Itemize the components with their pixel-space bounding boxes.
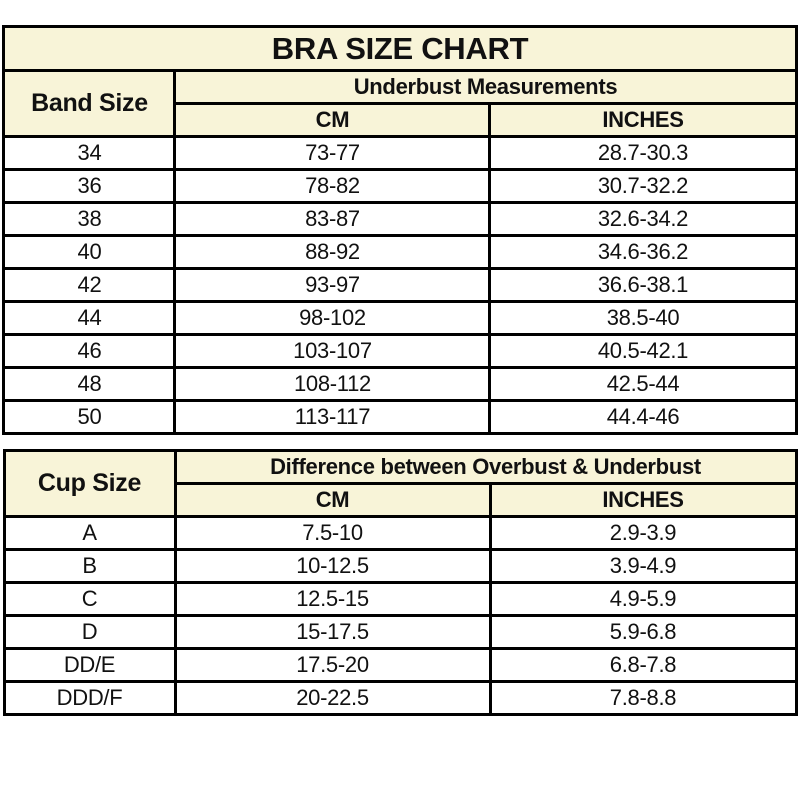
- cup-inches-range-cell: 2.9-3.9: [488, 515, 798, 551]
- cup-inches-range-cell: 7.8-8.8: [488, 680, 798, 716]
- band-cm-range-cell: 103-107: [173, 333, 492, 369]
- cup-cm-range-cell: 7.5-10: [173, 515, 492, 551]
- band-inches-column-header: INCHES: [488, 102, 798, 138]
- chart-title: BRA SIZE CHART: [2, 25, 798, 72]
- cup-cm-range-cell: 20-22.5: [173, 680, 492, 716]
- table-row: 38 83-87 32.6-34.2: [2, 201, 798, 237]
- band-size-cell: 36: [2, 168, 177, 204]
- band-size-cell: 38: [2, 201, 177, 237]
- band-size-cell: 48: [2, 366, 177, 402]
- band-inches-range-cell: 38.5-40: [488, 300, 798, 336]
- cup-size-corner-header: Cup Size: [2, 449, 177, 518]
- band-cm-range-cell: 73-77: [173, 135, 492, 171]
- table-row: 44 98-102 38.5-40: [2, 300, 798, 336]
- band-size-cell: 42: [2, 267, 177, 303]
- band-cm-range-cell: 78-82: [173, 168, 492, 204]
- overbust-difference-group-header: Difference between Overbust & Underbust: [173, 449, 798, 485]
- band-size-table-body: 34 73-77 28.7-30.3 36 78-82 30.7-32.2 38 83-87 3…: [2, 135, 798, 435]
- table-row: D 15-17.5 5.9-6.8: [2, 614, 798, 650]
- table-row: B 10-12.5 3.9-4.9: [2, 548, 798, 584]
- cup-size-table-body: A 7.5-10 2.9-3.9 B 10-12.5 3.9-4.9 C 12.5-15 4.9…: [2, 515, 798, 716]
- table-row: 40 88-92 34.6-36.2: [2, 234, 798, 270]
- cup-size-cell: C: [2, 581, 177, 617]
- band-cm-range-cell: 88-92: [173, 234, 492, 270]
- cup-inches-range-cell: 4.9-5.9: [488, 581, 798, 617]
- cup-size-cell: D: [2, 614, 177, 650]
- table-row: 50 113-117 44.4-46: [2, 399, 798, 435]
- band-cm-range-cell: 93-97: [173, 267, 492, 303]
- cup-inches-range-cell: 6.8-7.8: [488, 647, 798, 683]
- cup-inches-column-header: INCHES: [488, 482, 798, 518]
- table-row: DDD/F 20-22.5 7.8-8.8: [2, 680, 798, 716]
- band-cm-range-cell: 98-102: [173, 300, 492, 336]
- band-inches-range-cell: 42.5-44: [488, 366, 798, 402]
- band-inches-range-cell: 44.4-46: [488, 399, 798, 435]
- band-size-corner-header: Band Size: [2, 69, 177, 138]
- table-row: 36 78-82 30.7-32.2: [2, 168, 798, 204]
- band-size-cell: 46: [2, 333, 177, 369]
- cup-cm-range-cell: 10-12.5: [173, 548, 492, 584]
- cup-cm-range-cell: 12.5-15: [173, 581, 492, 617]
- cup-size-cell: B: [2, 548, 177, 584]
- cup-cm-range-cell: 15-17.5: [173, 614, 492, 650]
- underbust-measurements-group-header: Underbust Measurements: [173, 69, 798, 105]
- cup-inches-range-cell: 3.9-4.9: [488, 548, 798, 584]
- band-size-cell: 40: [2, 234, 177, 270]
- cup-cm-column-header: CM: [173, 482, 492, 518]
- band-inches-range-cell: 30.7-32.2: [488, 168, 798, 204]
- band-cm-range-cell: 108-112: [173, 366, 492, 402]
- table-row: A 7.5-10 2.9-3.9: [2, 515, 798, 551]
- band-inches-range-cell: 32.6-34.2: [488, 201, 798, 237]
- cup-size-cell: DDD/F: [2, 680, 177, 716]
- band-size-cell: 44: [2, 300, 177, 336]
- band-inches-range-cell: 28.7-30.3: [488, 135, 798, 171]
- cup-cm-range-cell: 17.5-20: [173, 647, 492, 683]
- band-cm-range-cell: 83-87: [173, 201, 492, 237]
- band-inches-range-cell: 34.6-36.2: [488, 234, 798, 270]
- table-row: DD/E 17.5-20 6.8-7.8: [2, 647, 798, 683]
- cup-size-table: Cup Size Difference between Overbust & U…: [2, 449, 798, 716]
- cup-inches-range-cell: 5.9-6.8: [488, 614, 798, 650]
- band-inches-range-cell: 36.6-38.1: [488, 267, 798, 303]
- band-inches-range-cell: 40.5-42.1: [488, 333, 798, 369]
- table-row: 42 93-97 36.6-38.1: [2, 267, 798, 303]
- band-size-cell: 34: [2, 135, 177, 171]
- table-row: C 12.5-15 4.9-5.9: [2, 581, 798, 617]
- band-size-table: BRA SIZE CHART Band Size Underbust Measu…: [2, 25, 798, 435]
- cup-size-cell: A: [2, 515, 177, 551]
- band-size-cell: 50: [2, 399, 177, 435]
- table-row: 48 108-112 42.5-44: [2, 366, 798, 402]
- table-row: 34 73-77 28.7-30.3: [2, 135, 798, 171]
- cup-size-cell: DD/E: [2, 647, 177, 683]
- table-row: 46 103-107 40.5-42.1: [2, 333, 798, 369]
- band-cm-range-cell: 113-117: [173, 399, 492, 435]
- band-cm-column-header: CM: [173, 102, 492, 138]
